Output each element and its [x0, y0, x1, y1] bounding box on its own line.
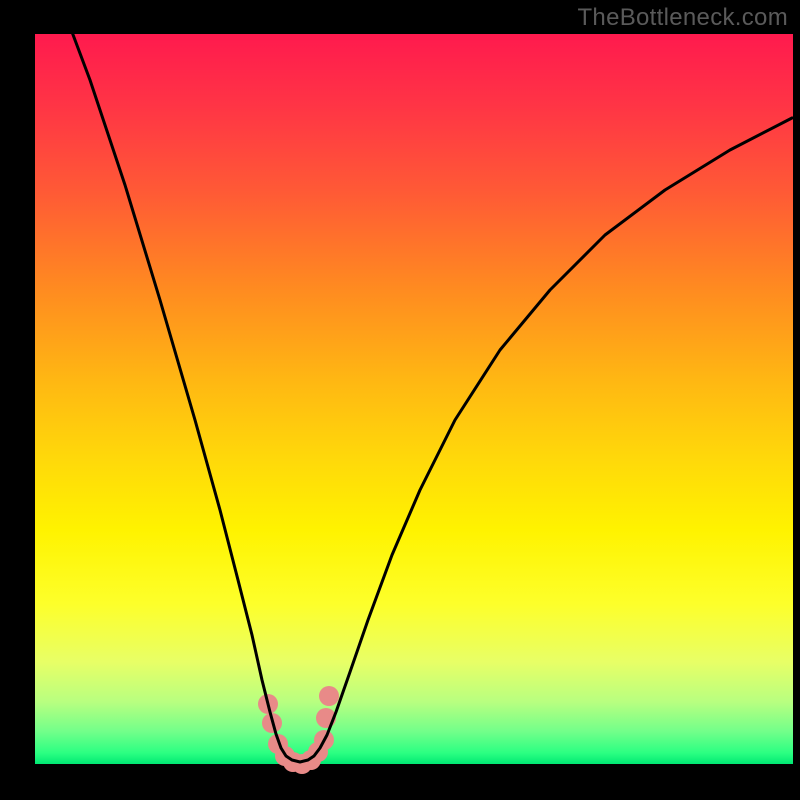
watermark-text: TheBottleneck.com	[577, 4, 788, 32]
plot-background	[35, 34, 793, 764]
bottleneck-chart	[0, 0, 800, 800]
bead	[319, 686, 339, 706]
